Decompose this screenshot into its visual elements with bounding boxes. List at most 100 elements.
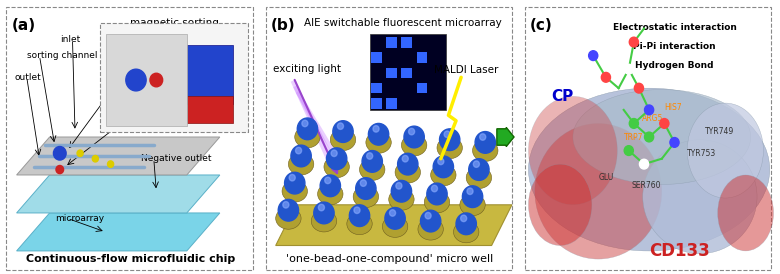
Text: exciting light: exciting light (273, 64, 341, 74)
Circle shape (640, 159, 649, 169)
Text: positive bead: positive bead (101, 84, 161, 93)
Circle shape (92, 155, 98, 162)
Circle shape (285, 172, 305, 194)
Ellipse shape (282, 180, 307, 202)
Circle shape (629, 37, 638, 47)
Bar (417, 52, 427, 63)
Text: inlet: inlet (60, 35, 80, 44)
Text: AIE switchable fluorescent microarray: AIE switchable fluorescent microarray (304, 18, 502, 28)
Circle shape (624, 146, 633, 155)
Ellipse shape (360, 159, 385, 180)
Circle shape (644, 105, 654, 115)
Text: TYR753: TYR753 (687, 149, 717, 158)
Circle shape (660, 119, 669, 128)
Ellipse shape (324, 156, 349, 178)
Circle shape (427, 183, 447, 205)
Text: (b): (b) (271, 18, 296, 33)
Ellipse shape (528, 88, 770, 251)
Text: magnetic sorting: magnetic sorting (129, 18, 218, 28)
Circle shape (440, 129, 460, 151)
Circle shape (362, 151, 382, 172)
Circle shape (368, 123, 388, 145)
Circle shape (333, 121, 353, 142)
Bar (371, 52, 381, 63)
Text: Continuous-flow microfluidic chip: Continuous-flow microfluidic chip (27, 255, 236, 264)
Circle shape (433, 156, 453, 178)
Ellipse shape (330, 129, 356, 151)
Bar (370, 34, 446, 110)
Circle shape (425, 212, 431, 219)
Circle shape (392, 180, 412, 202)
Bar (386, 98, 397, 109)
Text: microarray: microarray (55, 214, 104, 223)
Circle shape (473, 161, 480, 167)
Circle shape (589, 51, 597, 61)
Text: Electrostatic interaction: Electrostatic interaction (612, 23, 736, 32)
Circle shape (402, 155, 408, 162)
Bar (402, 37, 412, 48)
Ellipse shape (528, 96, 617, 205)
Polygon shape (16, 175, 220, 213)
Text: CD133: CD133 (649, 242, 710, 260)
Text: HIS7: HIS7 (665, 103, 682, 112)
Circle shape (56, 165, 64, 174)
Text: sorting channel: sorting channel (27, 51, 98, 60)
Bar (386, 37, 397, 48)
Text: SER760: SER760 (631, 181, 661, 190)
Circle shape (360, 180, 367, 186)
Circle shape (634, 83, 644, 93)
Ellipse shape (317, 183, 343, 205)
Circle shape (409, 128, 415, 135)
Ellipse shape (437, 137, 463, 159)
Text: Hydrogen Bond: Hydrogen Bond (635, 61, 714, 70)
Circle shape (404, 126, 424, 148)
Text: outlet: outlet (14, 73, 41, 82)
Circle shape (629, 119, 638, 128)
Text: (c): (c) (530, 18, 552, 33)
Circle shape (456, 213, 477, 235)
Ellipse shape (418, 218, 443, 240)
Ellipse shape (395, 161, 420, 183)
Polygon shape (16, 137, 220, 175)
Text: Negative outlet: Negative outlet (141, 154, 211, 163)
Text: (a): (a) (12, 18, 36, 33)
Circle shape (463, 186, 483, 207)
Text: TYR749: TYR749 (705, 127, 734, 136)
Bar (402, 67, 412, 78)
Circle shape (289, 175, 296, 181)
Ellipse shape (388, 189, 414, 210)
Ellipse shape (573, 90, 750, 184)
Text: ARG5: ARG5 (641, 113, 663, 122)
Text: CP: CP (551, 89, 574, 104)
Circle shape (77, 150, 83, 156)
Ellipse shape (366, 132, 392, 153)
Text: Pi-Pi interaction: Pi-Pi interaction (633, 42, 716, 51)
Ellipse shape (643, 140, 757, 254)
Circle shape (331, 150, 337, 156)
Polygon shape (16, 213, 220, 251)
Circle shape (469, 159, 489, 180)
Circle shape (150, 73, 163, 87)
Ellipse shape (453, 221, 479, 243)
Text: 'one-bead-one-compound' micro well: 'one-bead-one-compound' micro well (286, 255, 494, 264)
Circle shape (278, 199, 299, 221)
Text: negative bead: negative bead (126, 105, 191, 114)
Ellipse shape (460, 194, 485, 216)
Circle shape (601, 72, 611, 82)
Circle shape (296, 147, 302, 154)
Circle shape (318, 204, 324, 211)
Circle shape (624, 64, 633, 74)
Circle shape (283, 202, 289, 208)
Ellipse shape (424, 191, 450, 213)
Ellipse shape (718, 175, 774, 251)
Circle shape (54, 147, 66, 160)
Bar (417, 83, 427, 93)
Text: MALDI Laser: MALDI Laser (434, 65, 498, 75)
Ellipse shape (466, 167, 491, 189)
Circle shape (367, 153, 373, 159)
Ellipse shape (402, 134, 427, 156)
Circle shape (480, 134, 486, 140)
Circle shape (461, 215, 466, 222)
Text: GLU: GLU (598, 173, 614, 182)
Circle shape (324, 177, 331, 184)
